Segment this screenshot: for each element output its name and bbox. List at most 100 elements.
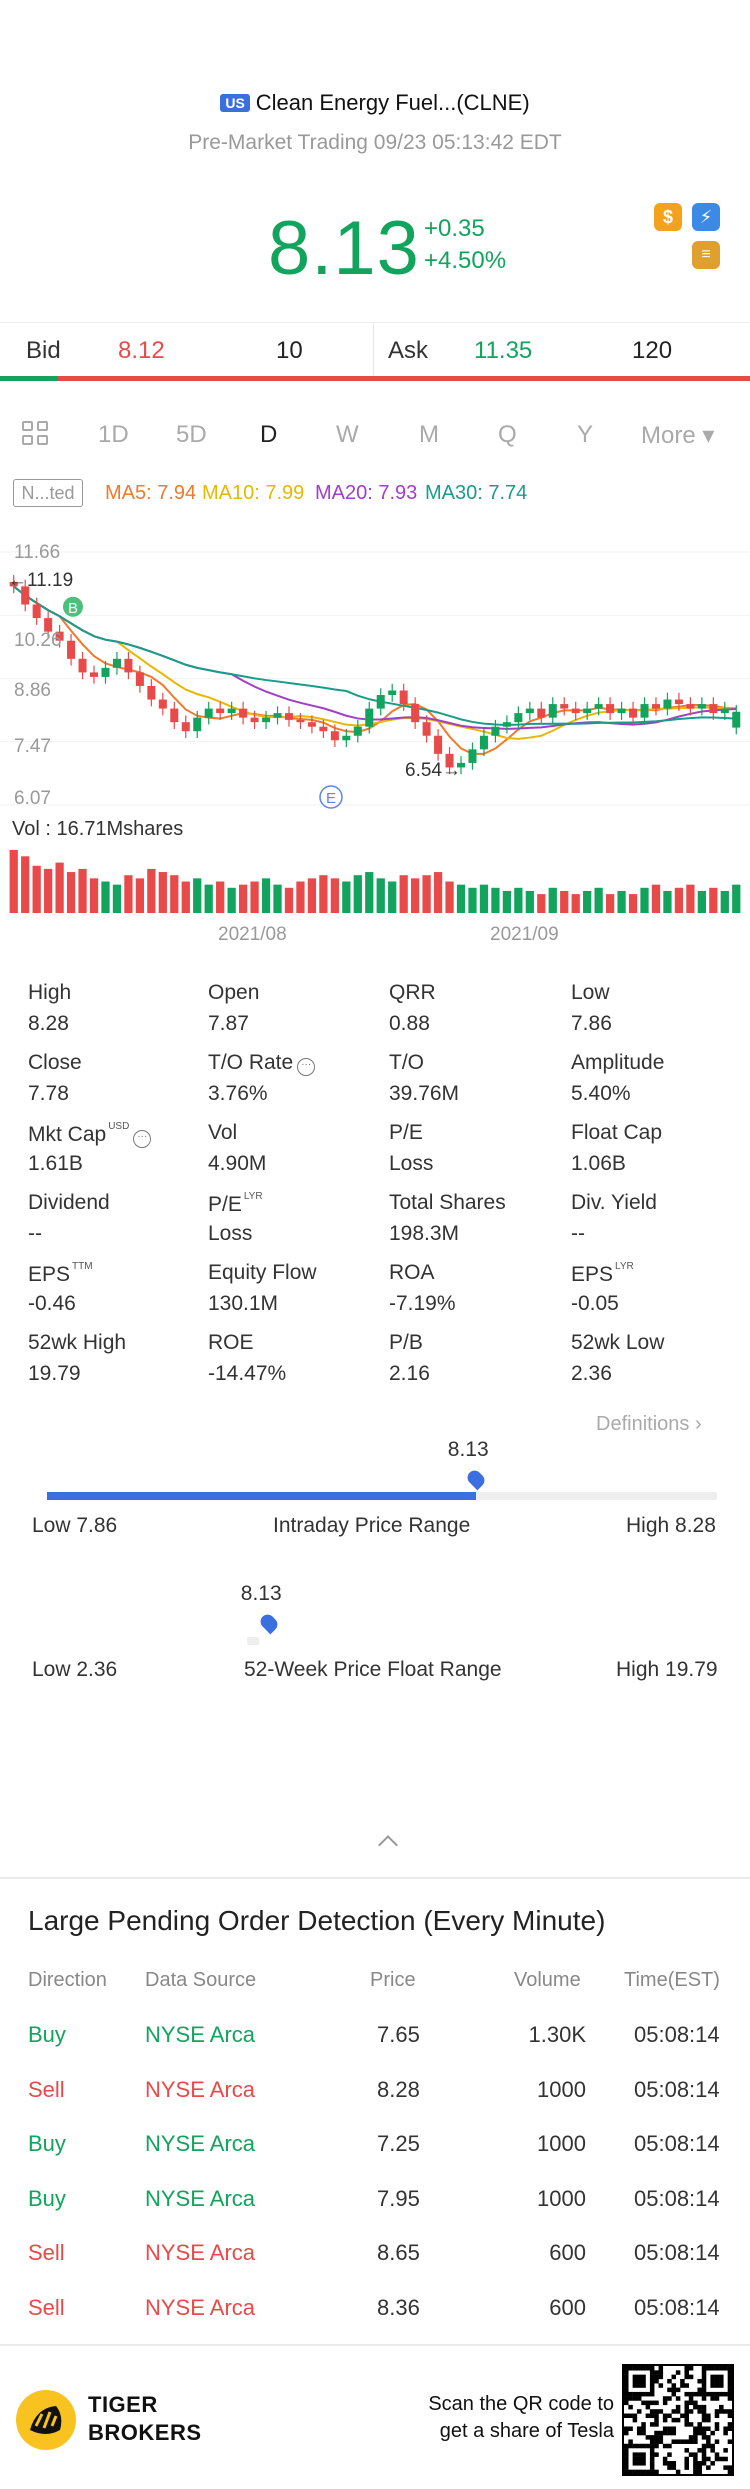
volume-bar [491,887,500,913]
order-volume: 1000 [537,2131,586,2157]
volume-bar [181,881,190,913]
candle-body [284,713,293,720]
tab-5d[interactable]: 5D [176,421,207,448]
order-direction: Sell [28,2240,65,2266]
stat-label-text: P/E [208,1193,242,1216]
volume-bar [32,865,41,913]
candle-body [376,695,385,709]
definitions-link[interactable]: Definitions › [596,1413,702,1435]
week52-high: High 19.79 [616,1658,718,1681]
tab-more[interactable]: More ▾ [641,422,715,449]
candle-body [514,713,523,723]
candle-body [445,753,454,768]
volume-bar [66,872,76,913]
stat-label-text: T/O Rate [208,1051,294,1074]
tab-1d[interactable]: 1D [98,421,129,448]
tab-m[interactable]: M [419,421,439,448]
stat-label: P/E LYR [208,1191,263,1217]
tab-d[interactable]: D [260,421,278,448]
volume-bar [78,868,87,913]
intraday-current-price: 8.13 [447,1438,489,1461]
candle-body [227,708,236,714]
order-time: 05:08:14 [634,2022,720,2047]
week52-title: 52-Week Price Float Range [244,1658,502,1681]
stat-label: ROA [389,1261,435,1285]
scan-prompt-line1: Scan the QR code to [428,2393,614,2415]
stat-value: 4.90M [208,1152,267,1175]
volume-bar [112,884,122,913]
volume-bar [9,850,18,913]
order-volume: 600 [549,2295,586,2320]
ma20-value: MA20: 7.93 [315,482,418,504]
collapse-chevron-icon[interactable] [378,1835,398,1855]
stat-label-text: 52wk High [28,1331,127,1354]
stat-label: Mkt Cap USD··· [28,1121,152,1148]
tab-q[interactable]: Q [498,421,517,448]
candle-body [479,735,488,750]
intraday-high: High 8.28 [626,1514,716,1537]
order-direction: Sell [28,2295,65,2320]
order-source: NYSE Arca [145,2022,256,2047]
stat-value: -14.47% [208,1362,287,1385]
stat-label-text: EPS [28,1263,71,1286]
dollar-icon[interactable]: $ [654,203,682,231]
order-direction: Sell [28,2076,65,2102]
order-time: 05:08:14 [634,2131,720,2157]
stat-label-text: ROE [208,1331,254,1354]
adjustment-selector[interactable]: N...ted [13,479,83,507]
section-divider [0,1877,750,1879]
order-volume: 1000 [537,2185,586,2211]
ma10-value: MA10: 7.99 [202,482,305,504]
tab-w[interactable]: W [336,421,359,448]
ma5-line [13,585,737,755]
stat-value: -0.05 [571,1292,619,1315]
stat-label-text: Amplitude [571,1051,665,1074]
candle-body [674,699,683,705]
stat-value: 39.76M [389,1082,460,1105]
more-info-icon[interactable]: ··· [133,1130,152,1148]
stat-label-text: P/B [389,1331,423,1354]
order-price: 8.36 [377,2295,420,2320]
us-flag-badge: US [220,94,250,112]
stat-value: 0.88 [389,1012,430,1035]
y-tick-label: 7.47 [14,736,51,757]
stat-label-text: EPS [571,1263,614,1286]
volume-bar [330,878,339,913]
stat-value: -0.46 [28,1292,76,1315]
more-info-icon[interactable]: ··· [297,1058,316,1076]
volume-bar [135,878,145,913]
candle-body [617,708,626,714]
stat-label-text: Total Shares [389,1191,506,1214]
stat-label: Vol [208,1121,237,1145]
stat-label: Div. Yield [571,1191,657,1215]
order-direction: Buy [28,2185,66,2211]
layout-grid-icon[interactable] [22,421,50,447]
stack-icon[interactable]: ≡ [692,241,720,269]
col-data-source: Data Source [145,1969,257,1991]
candle-body [525,708,534,714]
bid-ask-divider [373,323,374,377]
volume-bar [605,894,615,913]
stock-name: Clean Energy Fuel...(CLNE) [255,90,530,115]
candle-body [537,708,546,718]
candle-body [44,618,53,632]
scan-prompt-line2: get a share of Tesla [439,2420,614,2442]
volume-bar [732,884,741,913]
price-change-percent: +4.50% [424,247,507,274]
volume-bar [594,887,603,913]
qr-code-icon[interactable] [622,2364,734,2476]
lightning-icon[interactable]: ⚡ [692,203,720,231]
tab-y[interactable]: Y [577,421,594,448]
stat-label: Total Shares [389,1191,506,1215]
x-tick-label: 2021/08 [218,924,287,945]
volume-bar [216,881,225,913]
candle-body [9,581,18,587]
stat-label: Low [571,981,610,1005]
volume-bar [158,872,167,913]
stat-label-text: P/E [389,1121,423,1144]
stat-label: P/E [389,1121,423,1145]
week52-low: Low 2.36 [32,1658,118,1681]
candle-body [67,640,76,659]
candle-body [21,586,30,605]
